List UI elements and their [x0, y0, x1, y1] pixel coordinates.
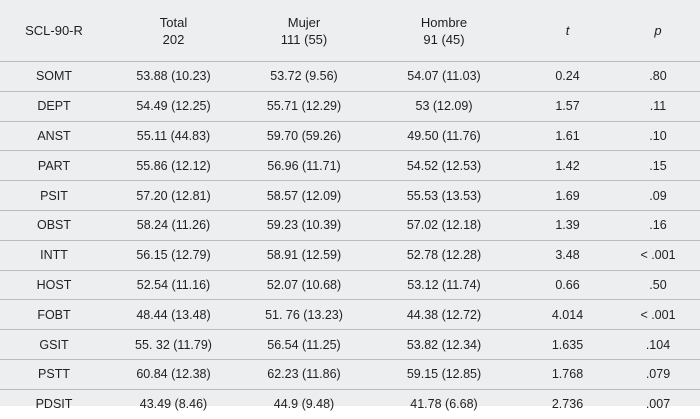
cell-total: 54.49 (12.25)	[136, 99, 211, 114]
table-row: ANST 55.11 (44.83) 59.70 (59.26) 49.50 (11.…	[0, 122, 700, 152]
cell-p-value: .007	[645, 397, 671, 412]
cell-p-value: .80	[649, 69, 667, 84]
cell-p-value: .10	[649, 128, 667, 143]
cell-mujer: 62.23 (11.86)	[267, 367, 341, 382]
cell-scale: PART	[37, 158, 71, 173]
cell-p-value: .16	[649, 218, 667, 233]
cell-hombre: 52.78 (12.28)	[406, 248, 482, 263]
cell-t-value: 1.69	[555, 188, 580, 203]
cell-scale: SOMT	[35, 69, 73, 84]
table-row: PSTT 60.84 (12.38) 62.23 (11.86) 59.15 (12.…	[0, 360, 700, 390]
cell-t-value: 1.39	[555, 218, 580, 233]
cell-t-value: 1.42	[555, 158, 580, 173]
table-row: PSIT 57.20 (12.81) 58.57 (12.09) 55.53 (13.…	[0, 181, 700, 211]
header-hombre: Hombre 91 (45)	[420, 14, 468, 47]
cell-scale: OBST	[36, 218, 72, 233]
table-row: GSIT 55. 32 (11.79) 56.54 (11.25) 53.82 (12…	[0, 330, 700, 360]
cell-hombre: 44.38 (12.72)	[406, 307, 482, 322]
table-row: PDSIT 43.49 (8.46) 44.9 (9.48) 41.78 (6.68)…	[0, 390, 700, 419]
cell-t-value: 1.57	[555, 99, 580, 114]
cell-mujer: 53.72 (9.56)	[270, 69, 338, 84]
table-row: PART 55.86 (12.12) 56.96 (11.71) 54.52 (12.…	[0, 151, 700, 182]
cell-mujer: 51. 76 (13.23)	[265, 307, 343, 322]
cell-t-value: 1.635	[551, 337, 584, 352]
cell-mujer: 52.07 (10.68)	[266, 277, 342, 292]
cell-scale: FOBT	[37, 307, 71, 322]
cell-total: 57.20 (12.81)	[136, 188, 211, 203]
cell-scale: PSIT	[40, 188, 68, 203]
cell-p-value: < .001	[640, 307, 676, 322]
cell-hombre: 57.02 (12.18)	[406, 218, 482, 233]
cell-total: 55. 32 (11.79)	[135, 337, 212, 352]
table-row: SOMT 53.88 (10.23) 53.72 (9.56) 54.07 (11.0…	[0, 62, 700, 92]
cell-hombre: 53.82 (12.34)	[406, 337, 482, 352]
table-header: SCL-90-R Total 202 Mujer 111 (55) Hombre…	[0, 0, 700, 62]
cell-mujer: 55.71 (12.29)	[266, 99, 342, 114]
cell-scale: PSTT	[38, 367, 70, 382]
cell-mujer: 56.54 (11.25)	[267, 337, 341, 352]
cell-mujer: 59.70 (59.26)	[266, 128, 342, 143]
cell-t-value: 0.24	[555, 69, 580, 84]
cell-scale: GSIT	[39, 337, 69, 352]
cell-hombre: 54.52 (12.53)	[406, 158, 482, 173]
cell-t-value: 1.768	[551, 367, 584, 382]
table-body: SOMT 53.88 (10.23) 53.72 (9.56) 54.07 (11.0…	[0, 62, 700, 419]
cell-mujer: 44.9 (9.48)	[273, 397, 335, 412]
cell-hombre: 54.07 (11.03)	[407, 69, 481, 84]
table-row: OBST 58.24 (11.26) 59.23 (10.39) 57.02 (12.…	[0, 211, 700, 241]
cell-total: 56.15 (12.79)	[136, 248, 211, 263]
cell-mujer: 59.23 (10.39)	[266, 218, 342, 233]
cell-t-value: 1.61	[555, 128, 580, 143]
cell-p-value: .079	[645, 367, 671, 382]
cell-p-value: .104	[645, 337, 671, 352]
table-row: INTT 56.15 (12.79) 58.91 (12.59) 52.78 (12.…	[0, 241, 700, 271]
header-mujer: Mujer 111 (55)	[280, 14, 328, 47]
cell-p-value: .09	[649, 188, 667, 203]
cell-scale: DEPT	[37, 99, 71, 114]
cell-p-value: < .001	[640, 248, 676, 263]
cell-hombre: 41.78 (6.68)	[410, 397, 478, 412]
cell-total: 60.84 (12.38)	[136, 367, 211, 382]
cell-total: 48.44 (13.48)	[136, 307, 211, 322]
cell-hombre: 59.15 (12.85)	[406, 367, 482, 382]
cell-total: 55.11 (44.83)	[136, 128, 211, 143]
cell-p-value: .50	[649, 277, 667, 292]
cell-t-value: 4.014	[551, 307, 584, 322]
table-row: DEPT 54.49 (12.25) 55.71 (12.29) 53 (12.09)…	[0, 92, 700, 122]
cell-total: 55.86 (12.12)	[136, 158, 211, 173]
cell-total: 43.49 (8.46)	[139, 397, 208, 412]
cell-hombre: 55.53 (13.53)	[406, 188, 482, 203]
cell-total: 52.54 (11.16)	[136, 277, 211, 292]
cell-scale: HOST	[36, 277, 72, 292]
cell-t-value: 2.736	[551, 397, 584, 412]
cell-scale: PDSIT	[35, 397, 73, 412]
cell-hombre: 49.50 (11.76)	[407, 128, 481, 143]
header-t: t	[565, 23, 570, 38]
cell-scale: ANST	[37, 128, 71, 143]
header-total: Total 202	[159, 14, 188, 47]
cell-mujer: 58.91 (12.59)	[266, 248, 342, 263]
table-row: FOBT 48.44 (13.48) 51. 76 (13.23) 44.38 (12…	[0, 300, 700, 331]
cell-scale: INTT	[40, 248, 68, 263]
header-p: p	[654, 23, 662, 38]
table-row: HOST 52.54 (11.16) 52.07 (10.68) 53.12 (11.…	[0, 271, 700, 301]
cell-hombre: 53.12 (11.74)	[407, 277, 481, 292]
header-scale: SCL-90-R	[25, 23, 83, 38]
cell-t-value: 3.48	[555, 248, 580, 263]
cell-total: 58.24 (11.26)	[136, 218, 211, 233]
cell-mujer: 56.96 (11.71)	[267, 158, 341, 173]
cell-t-value: 0.66	[555, 277, 580, 292]
cell-p-value: .11	[649, 99, 667, 114]
cell-mujer: 58.57 (12.09)	[266, 188, 342, 203]
cell-p-value: .15	[649, 158, 667, 173]
cell-total: 53.88 (10.23)	[136, 69, 211, 84]
cell-hombre: 53 (12.09)	[415, 99, 473, 114]
